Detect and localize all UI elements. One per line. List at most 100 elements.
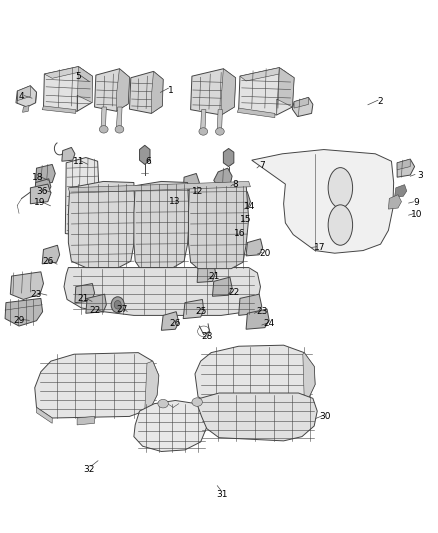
Polygon shape (239, 68, 294, 115)
Polygon shape (95, 69, 130, 111)
Polygon shape (201, 110, 206, 130)
Ellipse shape (199, 128, 208, 135)
Text: 6: 6 (145, 157, 151, 166)
Polygon shape (294, 98, 308, 108)
Ellipse shape (215, 128, 224, 135)
Polygon shape (134, 400, 207, 451)
Polygon shape (183, 300, 204, 319)
Polygon shape (68, 181, 251, 193)
Text: 21: 21 (77, 294, 88, 303)
Text: 1: 1 (168, 85, 174, 94)
Polygon shape (140, 146, 150, 165)
Polygon shape (75, 284, 95, 303)
Polygon shape (36, 407, 52, 423)
Polygon shape (246, 239, 263, 256)
Polygon shape (397, 159, 410, 169)
Polygon shape (239, 294, 262, 316)
Text: 27: 27 (117, 304, 128, 313)
Polygon shape (234, 214, 247, 229)
Text: 26: 26 (170, 319, 181, 328)
Polygon shape (30, 184, 51, 204)
Text: 11: 11 (73, 157, 84, 166)
Text: 22: 22 (89, 305, 100, 314)
Polygon shape (35, 179, 51, 195)
Text: 10: 10 (410, 210, 422, 219)
Polygon shape (44, 67, 85, 78)
Polygon shape (223, 149, 234, 166)
Text: 32: 32 (83, 465, 95, 474)
Text: 15: 15 (240, 215, 252, 224)
Polygon shape (195, 345, 315, 409)
Polygon shape (68, 181, 135, 268)
Polygon shape (42, 106, 76, 114)
Polygon shape (214, 168, 232, 188)
Ellipse shape (328, 205, 353, 245)
Polygon shape (77, 67, 92, 111)
Ellipse shape (158, 399, 168, 408)
Text: 31: 31 (217, 489, 228, 498)
Text: 8: 8 (233, 180, 238, 189)
Text: 3: 3 (417, 171, 423, 180)
Polygon shape (117, 69, 130, 111)
Text: 24: 24 (264, 319, 275, 328)
Polygon shape (188, 182, 249, 269)
Polygon shape (117, 107, 122, 127)
Text: 29: 29 (13, 316, 25, 325)
Text: 21: 21 (208, 272, 219, 280)
Text: 23: 23 (31, 289, 42, 298)
Text: 36: 36 (36, 187, 48, 196)
Polygon shape (151, 71, 163, 114)
Polygon shape (183, 173, 199, 191)
Text: 28: 28 (201, 332, 212, 341)
Polygon shape (292, 98, 313, 117)
Polygon shape (237, 108, 275, 118)
Polygon shape (101, 107, 106, 127)
Text: 4: 4 (19, 92, 25, 101)
Ellipse shape (328, 167, 353, 208)
Polygon shape (77, 416, 95, 425)
Polygon shape (11, 272, 43, 300)
Polygon shape (35, 353, 159, 418)
Polygon shape (161, 312, 179, 330)
Text: 13: 13 (169, 197, 180, 206)
Text: 18: 18 (32, 173, 43, 182)
Polygon shape (42, 245, 60, 264)
Text: 12: 12 (192, 187, 204, 196)
Polygon shape (397, 159, 415, 177)
Polygon shape (16, 86, 36, 107)
Polygon shape (65, 158, 99, 236)
Polygon shape (43, 67, 92, 111)
Ellipse shape (192, 398, 202, 406)
Polygon shape (86, 294, 106, 313)
Polygon shape (221, 69, 236, 115)
Polygon shape (237, 192, 251, 211)
Text: 20: 20 (259, 249, 271, 258)
Polygon shape (389, 195, 402, 209)
Polygon shape (252, 150, 394, 253)
Ellipse shape (99, 126, 108, 133)
Text: 16: 16 (234, 229, 246, 238)
Ellipse shape (115, 126, 124, 133)
Text: 19: 19 (34, 198, 46, 207)
Polygon shape (130, 71, 163, 114)
Polygon shape (197, 262, 215, 282)
Polygon shape (35, 165, 55, 184)
Polygon shape (62, 148, 75, 161)
Text: 26: 26 (42, 257, 53, 265)
Polygon shape (277, 68, 294, 115)
Text: 9: 9 (413, 198, 419, 207)
Polygon shape (22, 106, 29, 112)
Text: 22: 22 (229, 287, 240, 296)
Polygon shape (145, 361, 159, 411)
Polygon shape (395, 184, 407, 197)
Text: 5: 5 (75, 71, 81, 80)
Polygon shape (17, 86, 30, 101)
Text: 25: 25 (195, 307, 206, 316)
Ellipse shape (111, 297, 124, 313)
Ellipse shape (114, 301, 121, 309)
Text: 2: 2 (378, 97, 383, 106)
Text: 7: 7 (259, 161, 265, 170)
Polygon shape (134, 181, 189, 268)
Polygon shape (240, 68, 287, 81)
Polygon shape (5, 298, 42, 326)
